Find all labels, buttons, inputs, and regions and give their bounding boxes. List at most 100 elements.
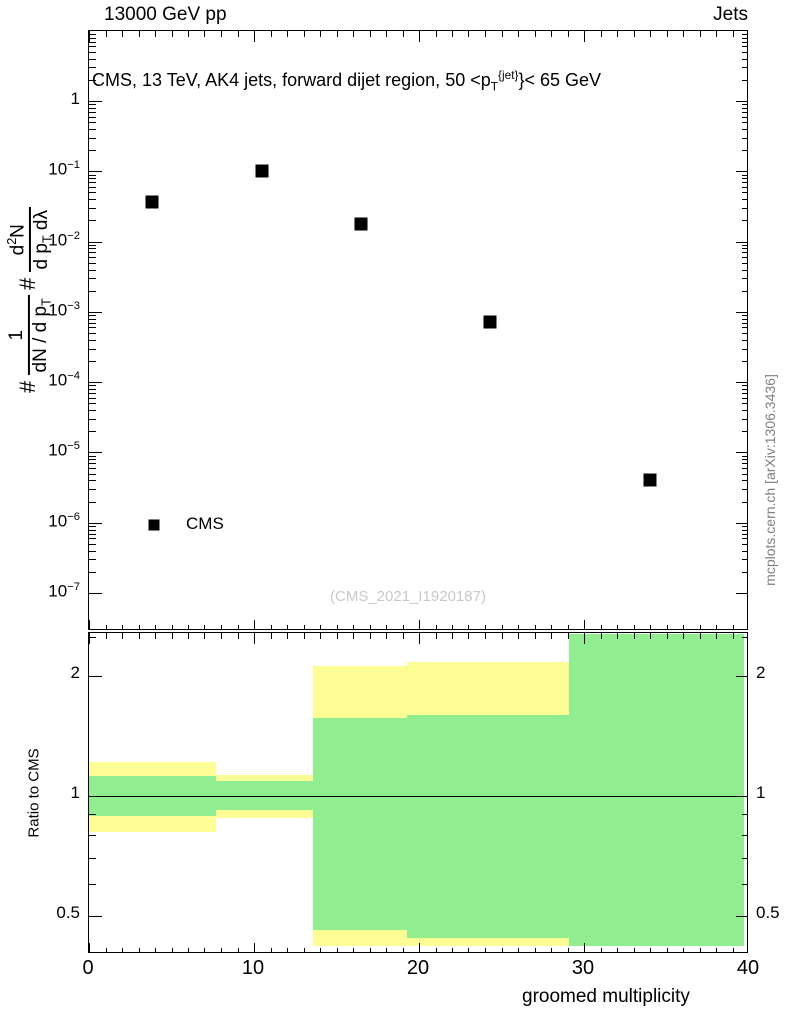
axis-tick [518,948,519,952]
axis-tick [742,187,747,188]
axis-tick [89,431,96,432]
axis-tick [700,625,701,629]
axis-tick [89,459,96,460]
axis-tick [683,625,684,629]
axis-tick [518,625,519,629]
axis-tick [89,175,96,176]
plot-title-sub: T [490,79,498,94]
axis-tick [89,468,96,469]
axis-tick [742,59,747,60]
axis-tick [742,835,747,836]
axis-tick [89,31,90,42]
axis-tick [742,38,747,39]
axis-tick [742,489,747,490]
axis-tick [89,559,96,560]
axis-tick [204,948,205,952]
axis-tick [271,633,272,639]
axis-tick [122,625,123,629]
axis-tick [716,31,717,37]
axis-tick [742,323,747,324]
axis-tick [742,138,747,139]
axis-tick [736,171,747,172]
axis-tick [742,129,747,130]
axis-tick [89,489,96,490]
axis-tick [89,502,96,503]
axis-tick [89,523,102,524]
axis-tick [617,625,618,629]
axis-tick [742,361,747,362]
axis-tick [89,676,102,677]
axis-tick [320,625,321,629]
axis-tick [742,534,747,535]
y-tick-label-upper: 10−6 [48,510,80,531]
axis-tick [89,67,96,68]
x-tick-label: 40 [736,957,760,979]
axis-tick [139,948,140,952]
data-point-cms [354,217,368,231]
axis-tick [89,620,90,629]
axis-tick [742,182,747,183]
legend-marker-cms [148,519,160,531]
axis-tick [238,948,239,952]
axis-tick [634,625,635,629]
axis-tick [742,410,747,411]
axis-tick [733,633,734,639]
axis-tick [403,31,404,37]
axis-tick [139,625,140,629]
axis-tick [89,349,96,350]
y-tick-label-upper: 10−3 [48,299,80,320]
y-tick-label-upper: 10−1 [48,159,80,179]
axis-tick [742,42,747,43]
axis-tick [89,138,96,139]
axis-tick [89,150,96,151]
axis-tick [568,625,569,629]
axis-tick [584,31,585,42]
axis-tick [89,916,102,917]
axis-tick [370,625,371,629]
axis-tick [89,943,90,952]
axis-tick [485,948,486,952]
axis-tick [337,633,338,639]
axis-tick [337,31,338,37]
axis-tick [650,625,651,629]
axis-tick [742,245,747,246]
axis-tick [254,620,255,629]
axis-tick [700,31,701,37]
axis-tick [468,31,469,37]
axis-tick [742,398,747,399]
axis-tick [122,948,123,952]
plot-title-prefix: CMS, 13 TeV, AK4 jets, forward dijet reg… [92,70,491,90]
axis-tick [742,46,747,47]
axis-tick [287,625,288,629]
axis-tick [89,538,96,539]
axis-tick [238,31,239,37]
axis-tick [742,333,747,334]
axis-tick [89,252,96,253]
source-credit: mcplots.cern.ch [arXiv:1306.3436] [762,374,778,586]
axis-tick [742,393,747,394]
axis-tick [188,31,189,37]
axis-tick [172,31,173,37]
axis-tick [650,633,651,639]
axis-tick [502,625,503,629]
axis-tick [742,463,747,464]
axis-tick [742,112,747,113]
axis-tick [736,452,747,453]
axis-tick [89,199,96,200]
axis-tick [89,323,96,324]
ratio-band-green [216,781,314,811]
axis-tick [238,633,239,639]
ratio-reference-line [89,796,747,797]
axis-tick [188,633,189,639]
axis-tick [736,796,747,797]
axis-tick [89,315,96,316]
axis-tick [89,382,102,383]
axis-tick [89,551,96,552]
axis-tick [742,327,747,328]
axis-tick [89,398,96,399]
axis-tick [436,633,437,639]
axis-tick [742,315,747,316]
axis-tick [742,858,747,859]
axis-tick [122,633,123,639]
axis-tick [89,534,96,535]
